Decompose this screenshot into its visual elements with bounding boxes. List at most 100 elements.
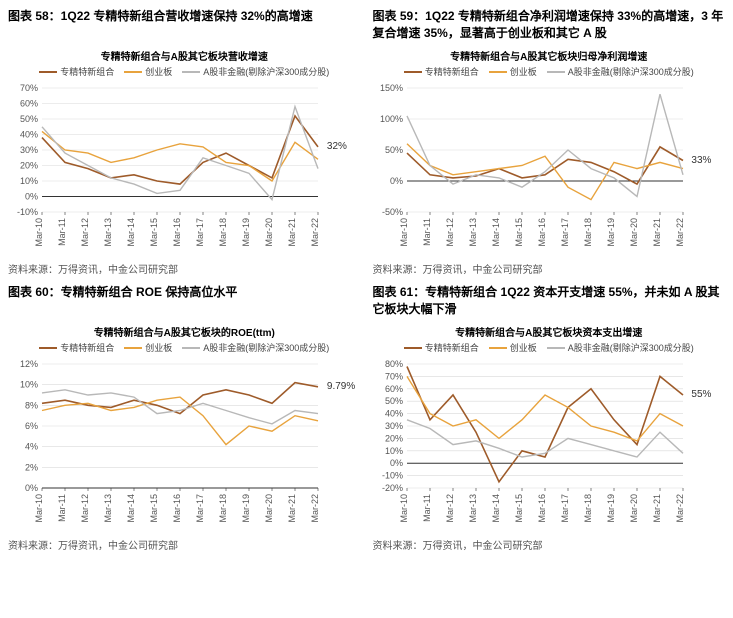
svg-text:-20%: -20% bbox=[381, 483, 402, 493]
svg-text:Mar-17: Mar-17 bbox=[195, 218, 205, 247]
svg-text:40%: 40% bbox=[384, 409, 402, 419]
svg-text:Mar-10: Mar-10 bbox=[399, 494, 409, 523]
legend-label: 创业板 bbox=[145, 65, 172, 78]
legend-item: 专精特新组合 bbox=[404, 341, 479, 354]
svg-text:Mar-10: Mar-10 bbox=[34, 494, 44, 523]
svg-text:0%: 0% bbox=[389, 458, 402, 468]
legend-item: 专精特新组合 bbox=[39, 341, 114, 354]
svg-text:Mar-21: Mar-21 bbox=[652, 494, 662, 523]
svg-text:Mar-22: Mar-22 bbox=[675, 494, 685, 523]
legend-label: 创业板 bbox=[510, 341, 537, 354]
legend-item: 创业板 bbox=[124, 65, 172, 78]
svg-text:60%: 60% bbox=[384, 384, 402, 394]
legend-item: 创业板 bbox=[489, 341, 537, 354]
legend-label: A股非金融(剔除沪深300成分股) bbox=[203, 341, 329, 354]
svg-text:Mar-18: Mar-18 bbox=[218, 494, 228, 523]
svg-text:80%: 80% bbox=[384, 359, 402, 369]
legend-swatch bbox=[489, 347, 507, 349]
svg-text:Mar-11: Mar-11 bbox=[57, 218, 67, 246]
svg-text:Mar-15: Mar-15 bbox=[514, 494, 524, 523]
legend-item: A股非金融(剔除沪深300成分股) bbox=[182, 65, 329, 78]
chart-area: 0%2%4%6%8%10%12%Mar-10Mar-11Mar-12Mar-13… bbox=[8, 358, 361, 533]
svg-text:Mar-13: Mar-13 bbox=[103, 494, 113, 523]
svg-text:Mar-22: Mar-22 bbox=[310, 218, 320, 247]
legend-label: 专精特新组合 bbox=[425, 341, 479, 354]
svg-text:30%: 30% bbox=[384, 421, 402, 431]
chart-subtitle: 专精特新组合与A股其它板块资本支出增速 bbox=[373, 324, 726, 339]
svg-text:Mar-14: Mar-14 bbox=[126, 494, 136, 523]
svg-text:10%: 10% bbox=[384, 446, 402, 456]
svg-text:10%: 10% bbox=[20, 176, 38, 186]
svg-text:Mar-16: Mar-16 bbox=[537, 218, 547, 247]
legend-swatch bbox=[39, 71, 57, 73]
svg-text:20%: 20% bbox=[384, 433, 402, 443]
svg-text:8%: 8% bbox=[25, 400, 38, 410]
panel-p61: 图表 61：专精特新组合 1Q22 资本开支增速 55%，并未如 A 股其它板块… bbox=[373, 284, 726, 552]
svg-text:Mar-16: Mar-16 bbox=[172, 218, 182, 247]
svg-text:50%: 50% bbox=[384, 396, 402, 406]
svg-text:Mar-15: Mar-15 bbox=[149, 218, 159, 247]
svg-text:-50%: -50% bbox=[381, 207, 402, 217]
svg-text:Mar-19: Mar-19 bbox=[241, 494, 251, 523]
svg-text:Mar-14: Mar-14 bbox=[491, 494, 501, 523]
svg-text:Mar-13: Mar-13 bbox=[103, 218, 113, 247]
svg-text:Mar-19: Mar-19 bbox=[606, 218, 616, 247]
chart-svg: 0%2%4%6%8%10%12%Mar-10Mar-11Mar-12Mar-13… bbox=[8, 358, 348, 528]
legend-item: 专精特新组合 bbox=[404, 65, 479, 78]
panel-title: 图表 59：1Q22 专精特新组合净利润增速保持 33%的高增速，3 年复合增速… bbox=[373, 8, 726, 42]
legend-item: A股非金融(剔除沪深300成分股) bbox=[547, 65, 694, 78]
svg-text:Mar-18: Mar-18 bbox=[583, 218, 593, 247]
legend-label: 专精特新组合 bbox=[425, 65, 479, 78]
panel-p60: 图表 60：专精特新组合 ROE 保持高位水平专精特新组合与A股其它板块的ROE… bbox=[8, 284, 361, 552]
svg-text:2%: 2% bbox=[25, 462, 38, 472]
panel-p58: 图表 58：1Q22 专精特新组合营收增速保持 32%的高增速专精特新组合与A股… bbox=[8, 8, 361, 276]
legend: 专精特新组合创业板A股非金融(剔除沪深300成分股) bbox=[8, 341, 361, 354]
svg-text:Mar-14: Mar-14 bbox=[491, 218, 501, 247]
svg-text:Mar-20: Mar-20 bbox=[264, 218, 274, 247]
chart-subtitle: 专精特新组合与A股其它板块归母净利润增速 bbox=[373, 48, 726, 63]
svg-text:10%: 10% bbox=[20, 380, 38, 390]
legend-item: A股非金融(剔除沪深300成分股) bbox=[182, 341, 329, 354]
legend-label: A股非金融(剔除沪深300成分股) bbox=[568, 65, 694, 78]
svg-text:Mar-15: Mar-15 bbox=[149, 494, 159, 523]
legend-item: A股非金融(剔除沪深300成分股) bbox=[547, 341, 694, 354]
legend-swatch bbox=[39, 347, 57, 349]
svg-text:Mar-16: Mar-16 bbox=[537, 494, 547, 523]
legend-swatch bbox=[404, 347, 422, 349]
legend-swatch bbox=[124, 71, 142, 73]
svg-text:100%: 100% bbox=[379, 114, 402, 124]
svg-text:Mar-14: Mar-14 bbox=[126, 218, 136, 247]
svg-text:20%: 20% bbox=[20, 161, 38, 171]
svg-text:150%: 150% bbox=[379, 83, 402, 93]
legend-item: 专精特新组合 bbox=[39, 65, 114, 78]
svg-text:0%: 0% bbox=[25, 192, 38, 202]
svg-text:Mar-16: Mar-16 bbox=[172, 494, 182, 523]
svg-text:Mar-12: Mar-12 bbox=[445, 218, 455, 247]
svg-text:70%: 70% bbox=[384, 371, 402, 381]
svg-text:0%: 0% bbox=[389, 176, 402, 186]
svg-text:Mar-21: Mar-21 bbox=[287, 218, 297, 247]
legend-label: 专精特新组合 bbox=[60, 341, 114, 354]
legend: 专精特新组合 创业板 A股非金融(剔除沪深300成分股) bbox=[373, 341, 726, 354]
legend: 专精特新组合创业板A股非金融(剔除沪深300成分股) bbox=[373, 65, 726, 78]
svg-text:Mar-12: Mar-12 bbox=[80, 218, 90, 247]
svg-text:Mar-17: Mar-17 bbox=[195, 494, 205, 523]
chart-svg: -10%0%10%20%30%40%50%60%70%Mar-10Mar-11M… bbox=[8, 82, 348, 252]
source-text: 资料来源：万得资讯，中金公司研究部 bbox=[8, 261, 361, 276]
svg-text:Mar-22: Mar-22 bbox=[310, 494, 320, 523]
svg-text:Mar-21: Mar-21 bbox=[652, 218, 662, 247]
svg-text:Mar-19: Mar-19 bbox=[241, 218, 251, 247]
svg-text:Mar-18: Mar-18 bbox=[583, 494, 593, 523]
svg-text:Mar-17: Mar-17 bbox=[560, 218, 570, 247]
svg-text:-10%: -10% bbox=[17, 207, 38, 217]
panel-title: 图表 61：专精特新组合 1Q22 资本开支增速 55%，并未如 A 股其它板块… bbox=[373, 284, 726, 318]
svg-text:Mar-13: Mar-13 bbox=[468, 218, 478, 247]
chart-area: -50%0%50%100%150%Mar-10Mar-11Mar-12Mar-1… bbox=[373, 82, 726, 257]
svg-text:70%: 70% bbox=[20, 83, 38, 93]
svg-text:Mar-19: Mar-19 bbox=[606, 494, 616, 523]
svg-text:40%: 40% bbox=[20, 130, 38, 140]
chart-area: -20%-10%0%10%20%30%40%50%60%70%80%Mar-10… bbox=[373, 358, 726, 533]
legend-swatch bbox=[547, 71, 565, 73]
legend-label: A股非金融(剔除沪深300成分股) bbox=[203, 65, 329, 78]
svg-text:Mar-11: Mar-11 bbox=[422, 218, 432, 246]
